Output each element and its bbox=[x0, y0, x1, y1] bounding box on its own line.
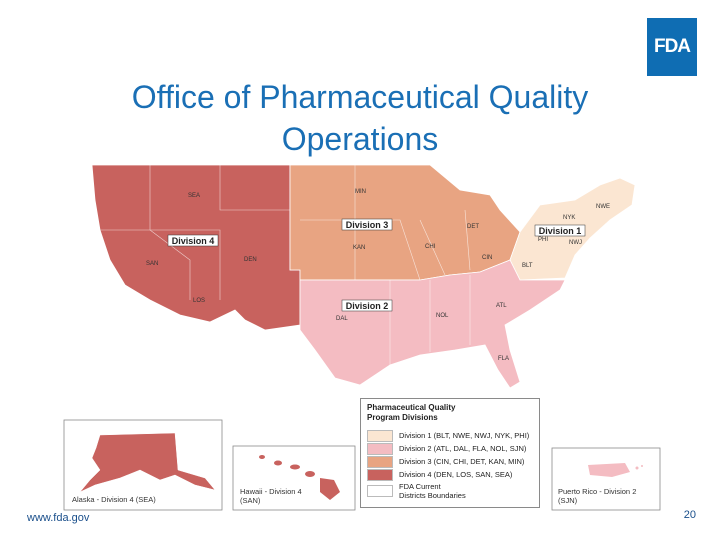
district-fla: FLA bbox=[498, 356, 509, 362]
fda-logo: FDA bbox=[647, 18, 697, 76]
legend-label: FDA Current Districts Boundaries bbox=[399, 482, 466, 500]
district-dal: DAL bbox=[336, 316, 348, 322]
alaska-label: Alaska - Division 4 (SEA) bbox=[72, 495, 156, 504]
alaska-inset: Alaska - Division 4 (SEA) bbox=[63, 419, 223, 511]
district-nol: NOL bbox=[436, 313, 449, 319]
legend-swatch bbox=[367, 485, 393, 497]
division-2-label: Division 2 bbox=[346, 301, 389, 311]
legend-entry-division-2: Division 2 (ATL, DAL, FLA, NOL, SJN) bbox=[367, 442, 533, 455]
district-chi: CHI bbox=[425, 244, 436, 250]
division-2-region bbox=[299, 259, 566, 389]
slide-title: Office of Pharmaceutical Quality Operati… bbox=[131, 79, 589, 157]
district-det: DET bbox=[467, 224, 479, 230]
district-min: MIN bbox=[355, 189, 366, 195]
legend-entry-division-4: Division 4 (DEN, LOS, SAN, SEA) bbox=[367, 468, 533, 481]
hawaii-islands bbox=[259, 455, 340, 500]
legend-swatch bbox=[367, 455, 393, 468]
division-4-label: Division 4 bbox=[172, 236, 215, 246]
alaska-shape bbox=[79, 432, 216, 493]
district-nwj: NWJ bbox=[569, 240, 582, 246]
district-blt: BLT bbox=[522, 263, 533, 269]
division-3-region bbox=[289, 164, 521, 281]
hawaii-label-line1: Hawaii - Division 4 bbox=[240, 487, 302, 496]
legend-swatch bbox=[367, 468, 393, 481]
division-3-label: Division 3 bbox=[346, 220, 389, 230]
puerto-rico-inset: Puerto Rico - Division 2 (SJN) bbox=[551, 447, 661, 511]
district-den: DEN bbox=[244, 257, 257, 263]
district-san: SAN bbox=[146, 261, 158, 267]
division-4-region bbox=[91, 164, 301, 331]
legend-label: Division 1 (BLT, NWE, NWJ, NYK, PHI) bbox=[399, 431, 530, 440]
hawaii-label-line2: (SAN) bbox=[240, 496, 261, 505]
legend-label-line2: Districts Boundaries bbox=[399, 491, 466, 500]
page-number: 20 bbox=[683, 509, 696, 521]
district-atl: ATL bbox=[496, 303, 507, 309]
district-nwe: NWE bbox=[596, 204, 610, 210]
footer-url[interactable]: www.fda.gov bbox=[27, 512, 90, 524]
hawaii-inset: Hawaii - Division 4 (SAN) bbox=[232, 445, 356, 511]
legend-label: Division 2 (ATL, DAL, FLA, NOL, SJN) bbox=[399, 444, 527, 453]
fda-logo-text: FDA bbox=[653, 36, 691, 57]
legend-label: Division 3 (CIN, CHI, DET, KAN, MIN) bbox=[399, 457, 525, 466]
legend-title-line2: Program Divisions bbox=[367, 413, 438, 422]
legend-label: Division 4 (DEN, LOS, SAN, SEA) bbox=[399, 470, 513, 479]
district-nyk: NYK bbox=[563, 215, 575, 221]
legend-entry-division-1: Division 1 (BLT, NWE, NWJ, NYK, PHI) bbox=[367, 429, 533, 442]
division-1-label: Division 1 bbox=[539, 226, 582, 236]
legend-swatch bbox=[367, 442, 393, 455]
district-los: LOS bbox=[193, 298, 205, 304]
district-kan: KAN bbox=[353, 245, 365, 251]
legend-entry-district-boundaries: FDA Current Districts Boundaries bbox=[367, 481, 533, 501]
district-cin: CIN bbox=[482, 255, 492, 261]
district-phi: PHI bbox=[538, 237, 548, 243]
legend-title-line1: Pharmaceutical Quality bbox=[367, 403, 456, 412]
legend-entry-division-3: Division 3 (CIN, CHI, DET, KAN, MIN) bbox=[367, 455, 533, 468]
legend-title: Pharmaceutical Quality Program Divisions bbox=[367, 403, 533, 423]
puerto-rico-label-line1: Puerto Rico - Division 2 bbox=[558, 487, 636, 496]
legend: Pharmaceutical Quality Program Divisions… bbox=[360, 398, 540, 508]
legend-swatch bbox=[367, 429, 393, 442]
legend-label-line1: FDA Current bbox=[399, 482, 441, 491]
puerto-rico-label-line2: (SJN) bbox=[558, 496, 578, 505]
district-sea: SEA bbox=[188, 193, 200, 199]
puerto-rico-shape bbox=[588, 463, 630, 477]
